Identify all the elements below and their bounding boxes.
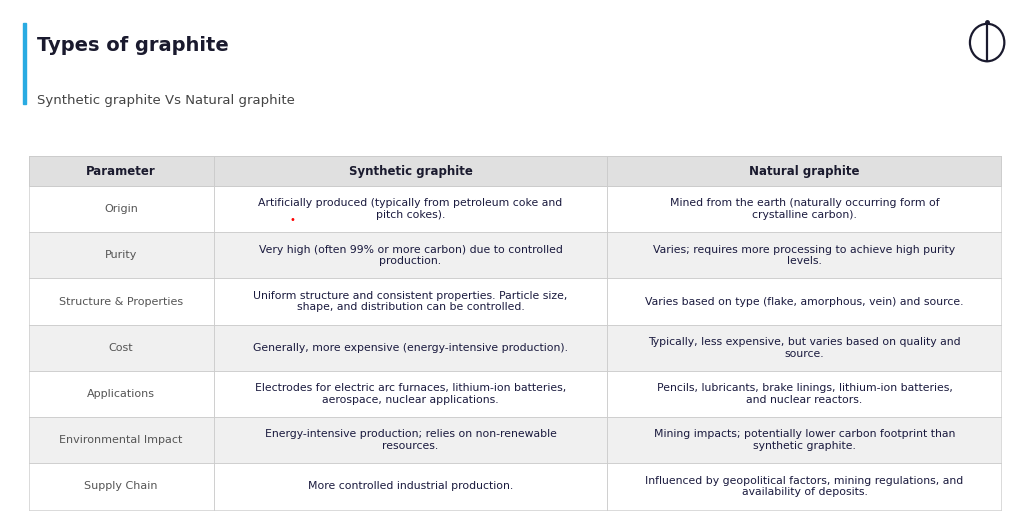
Text: Typically, less expensive, but varies based on quality and
source.: Typically, less expensive, but varies ba… <box>648 337 961 359</box>
Text: Parameter: Parameter <box>86 164 156 177</box>
Text: Very high (often 99% or more carbon) due to controlled
production.: Very high (often 99% or more carbon) due… <box>258 244 562 266</box>
Text: Origin: Origin <box>104 204 138 214</box>
Text: Generally, more expensive (energy-intensive production).: Generally, more expensive (energy-intens… <box>253 343 568 353</box>
Text: Mining impacts; potentially lower carbon footprint than
synthetic graphite.: Mining impacts; potentially lower carbon… <box>653 430 955 451</box>
Text: Supply Chain: Supply Chain <box>84 482 158 491</box>
Text: Uniform structure and consistent properties. Particle size,
shape, and distribut: Uniform structure and consistent propert… <box>253 291 567 313</box>
Text: Influenced by geopolitical factors, mining regulations, and
availability of depo: Influenced by geopolitical factors, mini… <box>645 476 964 497</box>
Text: Purity: Purity <box>104 251 137 261</box>
Text: Environmental Impact: Environmental Impact <box>59 435 182 445</box>
Text: Applications: Applications <box>87 389 155 399</box>
Text: Varies; requires more processing to achieve high purity
levels.: Varies; requires more processing to achi… <box>653 244 955 266</box>
Text: Varies based on type (flake, amorphous, vein) and source.: Varies based on type (flake, amorphous, … <box>645 296 964 307</box>
Text: Synthetic graphite: Synthetic graphite <box>348 164 472 177</box>
Text: •: • <box>290 215 295 225</box>
Text: Electrodes for electric arc furnaces, lithium-ion batteries,
aerospace, nuclear : Electrodes for electric arc furnaces, li… <box>255 383 566 405</box>
Text: Cost: Cost <box>109 343 133 353</box>
Text: Structure & Properties: Structure & Properties <box>59 296 183 307</box>
Text: Energy-intensive production; relies on non-renewable
resources.: Energy-intensive production; relies on n… <box>264 430 556 451</box>
Text: Pencils, lubricants, brake linings, lithium-ion batteries,
and nuclear reactors.: Pencils, lubricants, brake linings, lith… <box>656 383 952 405</box>
Text: Types of graphite: Types of graphite <box>37 36 228 56</box>
Text: More controlled industrial production.: More controlled industrial production. <box>308 482 513 491</box>
Text: Artificially produced (typically from petroleum coke and
pitch cokes).: Artificially produced (typically from pe… <box>258 198 562 220</box>
Text: Mined from the earth (naturally occurring form of
crystalline carbon).: Mined from the earth (naturally occurrin… <box>670 198 939 220</box>
Text: Natural graphite: Natural graphite <box>750 164 860 177</box>
Text: Synthetic graphite Vs Natural graphite: Synthetic graphite Vs Natural graphite <box>37 94 295 107</box>
